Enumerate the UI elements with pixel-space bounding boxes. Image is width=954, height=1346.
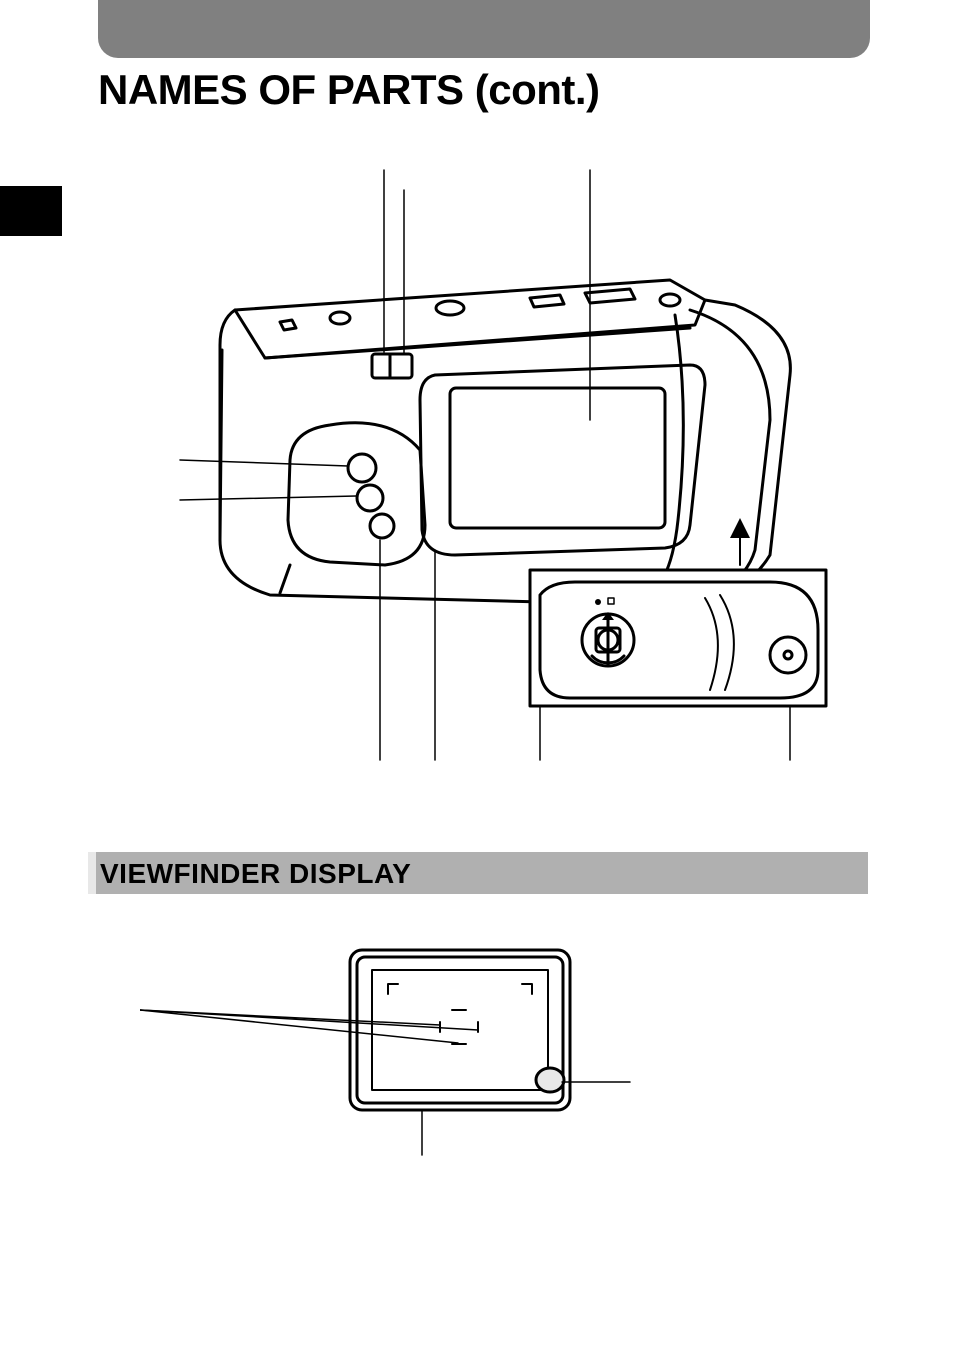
page-title: NAMES OF PARTS (cont.)	[98, 66, 600, 114]
side-index-tab	[0, 186, 62, 236]
section-title: VIEWFINDER DISPLAY	[100, 858, 411, 890]
header-band	[98, 0, 870, 58]
camera-rear-diagram	[130, 150, 830, 830]
viewfinder-diagram	[140, 940, 820, 1200]
manual-page: NAMES OF PARTS (cont.)	[0, 0, 954, 1346]
